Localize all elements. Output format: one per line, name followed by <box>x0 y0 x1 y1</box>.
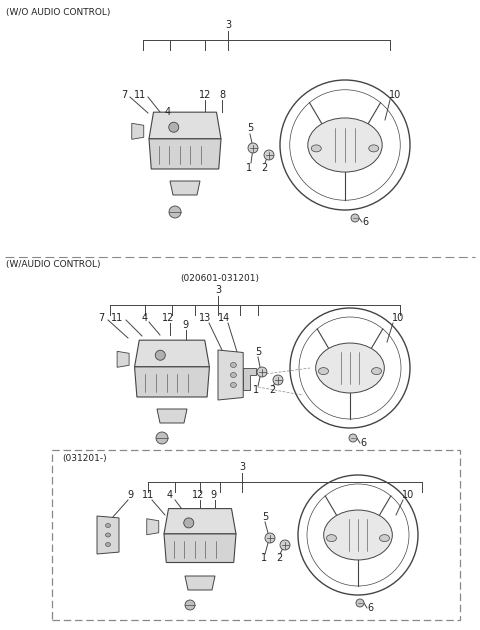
Ellipse shape <box>369 145 379 152</box>
Polygon shape <box>164 534 236 563</box>
Polygon shape <box>134 340 209 367</box>
Polygon shape <box>117 352 129 367</box>
Text: (W/O AUDIO CONTROL): (W/O AUDIO CONTROL) <box>6 8 110 16</box>
Text: 10: 10 <box>392 313 404 323</box>
Ellipse shape <box>319 368 328 375</box>
Text: 9: 9 <box>182 320 188 330</box>
Text: 7: 7 <box>121 90 127 100</box>
Ellipse shape <box>106 524 110 527</box>
Ellipse shape <box>380 535 390 542</box>
Text: (031201-): (031201-) <box>62 454 107 462</box>
Polygon shape <box>134 367 209 397</box>
Text: 2: 2 <box>269 385 275 395</box>
Text: 8: 8 <box>219 90 225 100</box>
Circle shape <box>169 122 179 132</box>
Text: 5: 5 <box>247 123 253 133</box>
Circle shape <box>273 375 283 385</box>
Polygon shape <box>97 516 119 554</box>
Text: 9: 9 <box>127 490 133 500</box>
Circle shape <box>169 206 181 218</box>
Text: 1: 1 <box>261 553 267 563</box>
Text: 2: 2 <box>261 163 267 173</box>
Circle shape <box>257 367 267 377</box>
Text: (020601-031201): (020601-031201) <box>180 273 260 282</box>
Polygon shape <box>147 518 159 535</box>
Text: 1: 1 <box>253 385 259 395</box>
Circle shape <box>264 150 274 160</box>
Polygon shape <box>132 123 144 139</box>
Text: 6: 6 <box>367 603 373 613</box>
Text: 3: 3 <box>239 462 245 472</box>
Ellipse shape <box>230 362 236 367</box>
Ellipse shape <box>308 118 382 172</box>
Circle shape <box>185 600 195 610</box>
Ellipse shape <box>316 343 384 393</box>
Text: 13: 13 <box>199 313 211 323</box>
Polygon shape <box>164 508 236 534</box>
Ellipse shape <box>106 542 110 546</box>
Polygon shape <box>185 576 215 590</box>
Circle shape <box>349 434 357 442</box>
Text: 12: 12 <box>192 490 204 500</box>
Text: 4: 4 <box>167 490 173 500</box>
Polygon shape <box>243 368 256 390</box>
Text: (W/AUDIO CONTROL): (W/AUDIO CONTROL) <box>6 260 100 270</box>
Text: 11: 11 <box>111 313 123 323</box>
Text: 14: 14 <box>218 313 230 323</box>
Text: 4: 4 <box>165 107 171 117</box>
Text: 10: 10 <box>389 90 401 100</box>
Ellipse shape <box>311 145 321 152</box>
Text: 6: 6 <box>362 217 368 227</box>
Text: 4: 4 <box>142 313 148 323</box>
Ellipse shape <box>230 372 236 377</box>
Circle shape <box>280 540 290 550</box>
Ellipse shape <box>106 533 110 537</box>
Text: 11: 11 <box>142 490 154 500</box>
Text: 2: 2 <box>276 553 282 563</box>
Polygon shape <box>157 409 187 423</box>
Circle shape <box>248 143 258 153</box>
Text: 5: 5 <box>255 347 261 357</box>
Text: 9: 9 <box>210 490 216 500</box>
Ellipse shape <box>230 382 236 387</box>
Circle shape <box>156 350 165 360</box>
Polygon shape <box>149 139 221 169</box>
Text: 5: 5 <box>262 512 268 522</box>
Circle shape <box>265 533 275 543</box>
Text: 12: 12 <box>199 90 211 100</box>
Text: 3: 3 <box>225 20 231 30</box>
Circle shape <box>156 432 168 444</box>
Circle shape <box>184 518 194 528</box>
Circle shape <box>356 599 364 607</box>
Ellipse shape <box>372 368 382 375</box>
Ellipse shape <box>324 510 392 560</box>
Text: 1: 1 <box>246 163 252 173</box>
Text: 10: 10 <box>402 490 414 500</box>
Polygon shape <box>218 350 243 400</box>
Text: 3: 3 <box>215 285 221 295</box>
Polygon shape <box>149 112 221 139</box>
Text: 6: 6 <box>360 438 366 448</box>
Ellipse shape <box>326 535 336 542</box>
Circle shape <box>351 214 359 222</box>
Text: 7: 7 <box>98 313 104 323</box>
Polygon shape <box>170 181 200 195</box>
Text: 12: 12 <box>162 313 174 323</box>
Text: 11: 11 <box>134 90 146 100</box>
